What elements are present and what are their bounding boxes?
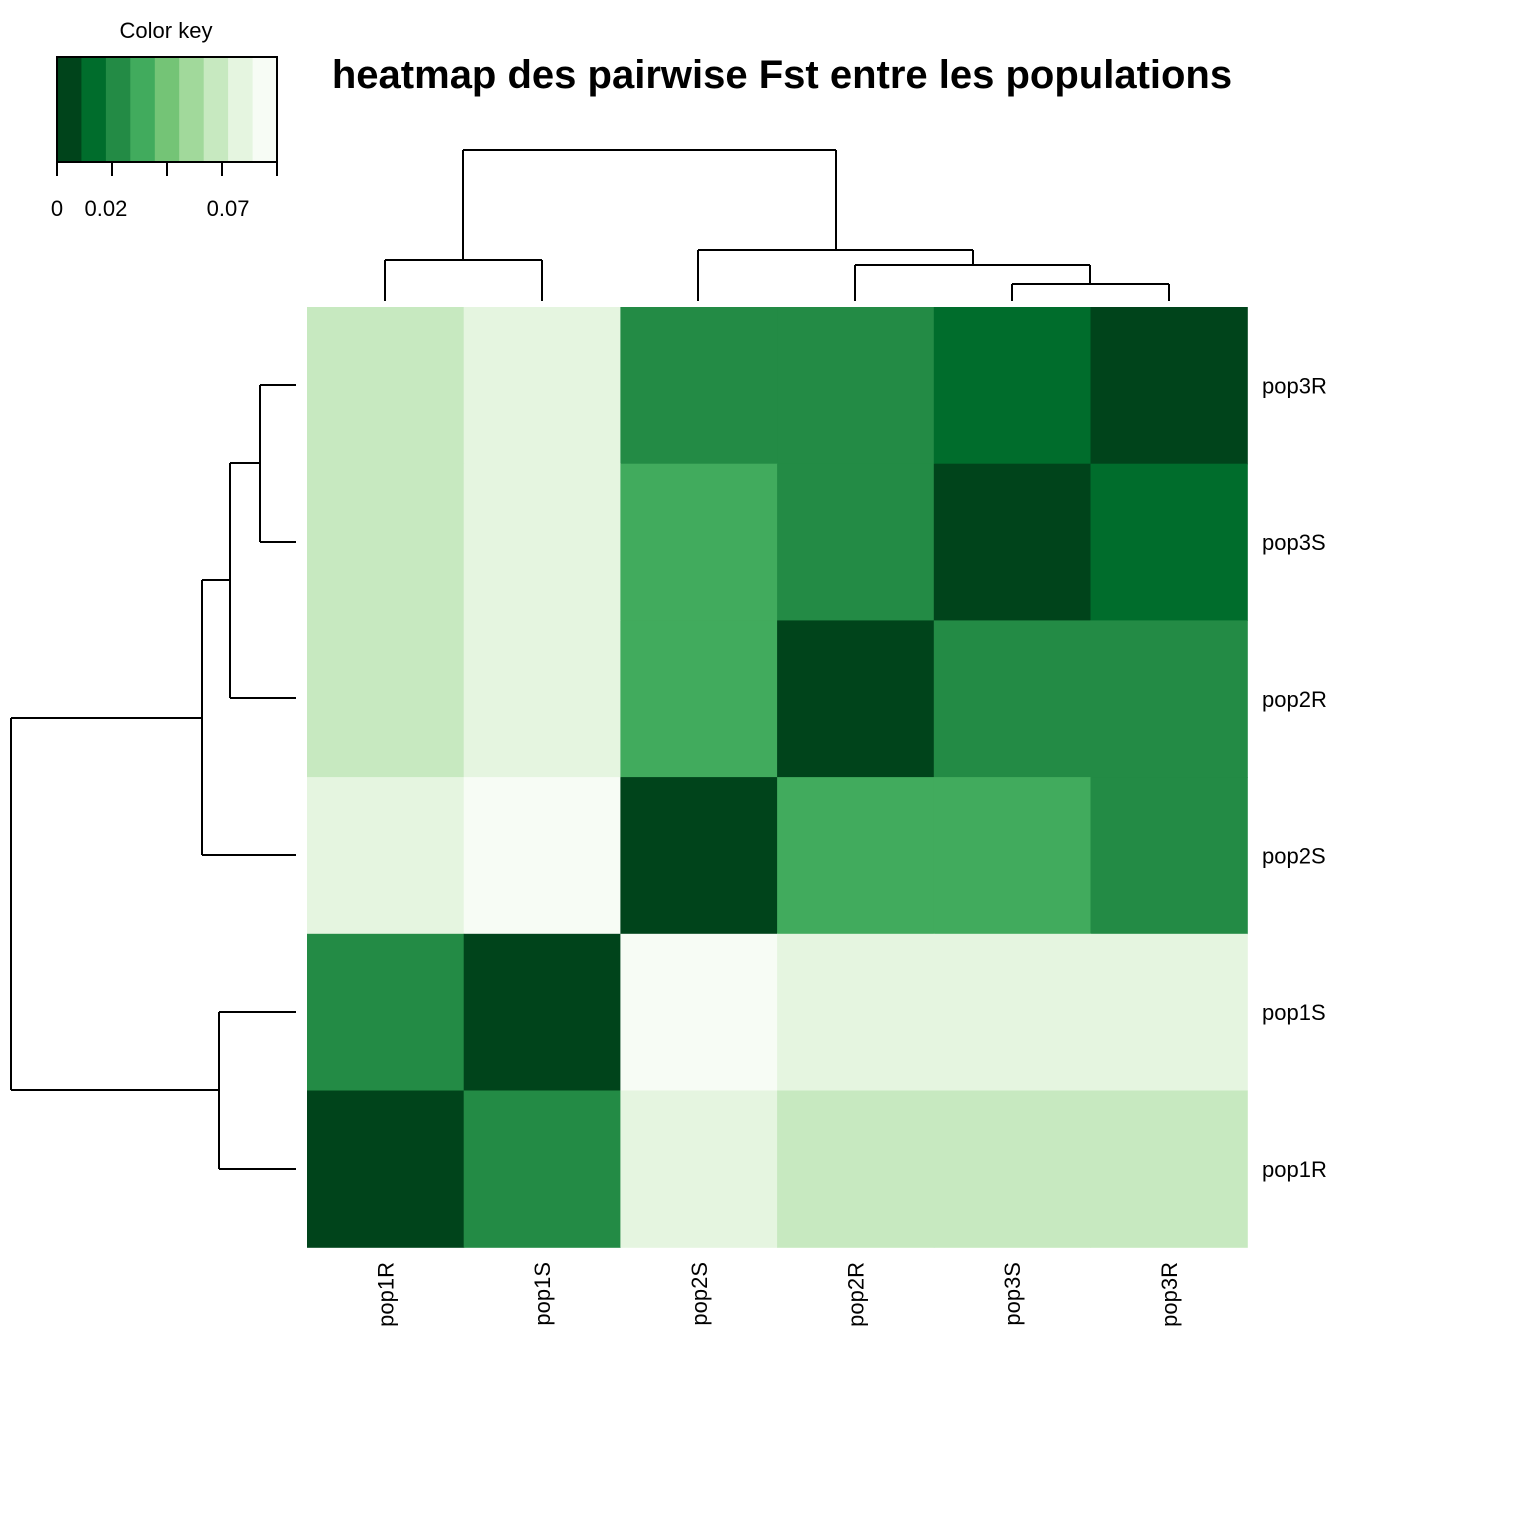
heatmap-cell <box>463 1090 621 1248</box>
heatmap-cells <box>307 307 1248 1248</box>
column-label: pop2R <box>843 1262 868 1327</box>
heatmap-cell <box>777 933 935 1092</box>
heatmap-cell <box>1090 777 1248 935</box>
color-key-tick-label: 0 <box>51 196 63 221</box>
heatmap-cell <box>307 307 465 465</box>
color-key: Color key 0 0.02 0.07 <box>51 18 278 221</box>
color-key-tick-label: 0.02 <box>84 196 127 221</box>
heatmap-cell <box>463 777 621 935</box>
row-label: pop1R <box>1262 1157 1327 1182</box>
column-label: pop2S <box>687 1262 712 1326</box>
chart-title: heatmap des pairwise Fst entre les popul… <box>332 53 1232 97</box>
heatmap-cell <box>777 307 935 465</box>
column-label: pop3R <box>1157 1262 1182 1327</box>
heatmap-cell <box>933 620 1092 778</box>
color-key-swatch <box>154 57 180 162</box>
column-label: pop1R <box>373 1262 398 1327</box>
heatmap-cell <box>620 307 778 465</box>
column-labels: pop1R pop1S pop2S pop2R pop3S pop3R <box>373 1262 1181 1327</box>
heatmap-cell <box>777 1090 935 1248</box>
color-key-swatches <box>56 56 278 163</box>
heatmap-cell <box>777 777 935 935</box>
heatmap-cell <box>620 463 778 621</box>
heatmap-cell <box>1090 933 1248 1092</box>
heatmap-cell <box>933 777 1092 935</box>
heatmap-cell <box>307 1090 465 1248</box>
heatmap-cell <box>777 463 935 621</box>
heatmap-cell <box>463 307 621 465</box>
color-key-swatch <box>130 57 156 162</box>
heatmap-cell <box>307 777 465 935</box>
heatmap-cell <box>307 620 465 778</box>
heatmap-cell <box>1090 620 1248 778</box>
color-key-swatch <box>57 57 82 162</box>
heatmap-cell <box>933 1090 1092 1248</box>
heatmap-cell <box>777 620 935 778</box>
heatmap-cell <box>307 463 465 621</box>
column-label: pop3S <box>1000 1262 1025 1326</box>
row-label: pop1S <box>1262 1000 1326 1025</box>
heatmap-cell <box>620 1090 778 1248</box>
heatmap-cell <box>1090 307 1248 465</box>
color-key-swatch <box>81 57 107 162</box>
heatmap-cell <box>620 777 778 935</box>
row-label: pop2S <box>1262 843 1326 868</box>
heatmap-cell <box>463 933 621 1092</box>
heatmap-cell <box>1090 1090 1248 1248</box>
heatmap-cell <box>933 307 1092 465</box>
heatmap-cell <box>620 933 778 1092</box>
heatmap-cell <box>933 463 1092 621</box>
color-key-axis: 0 0.02 0.07 <box>51 161 278 221</box>
heatmap-cell <box>463 463 621 621</box>
color-key-swatch <box>228 57 253 162</box>
heatmap-cell <box>1090 463 1248 621</box>
color-key-swatch <box>252 57 278 162</box>
color-key-title: Color key <box>120 18 213 43</box>
color-key-swatch <box>105 57 131 162</box>
column-dendrogram <box>384 149 1170 301</box>
heatmap-cell <box>463 620 621 778</box>
column-label: pop1S <box>530 1262 555 1326</box>
color-key-swatch <box>179 57 205 162</box>
heatmap-cell <box>620 620 778 778</box>
heatmap-cell <box>933 933 1092 1092</box>
row-label: pop3R <box>1262 373 1327 398</box>
color-key-tick-label: 0.07 <box>207 196 250 221</box>
row-dendrogram <box>10 384 296 1170</box>
row-label: pop3S <box>1262 530 1326 555</box>
heatmap-cell <box>307 933 465 1092</box>
row-label: pop2R <box>1262 687 1327 712</box>
row-labels: pop3R pop3S pop2R pop2S pop1S pop1R <box>1262 373 1327 1181</box>
color-key-swatch <box>203 57 229 162</box>
